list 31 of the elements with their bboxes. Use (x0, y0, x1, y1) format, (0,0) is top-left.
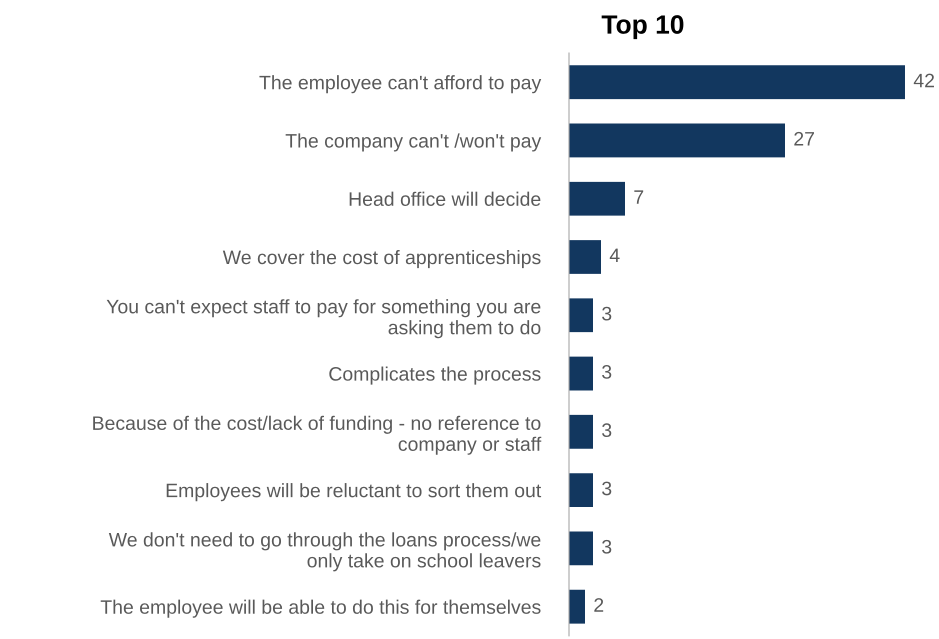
y-tick-label: You can't expect staff to pay for something you are asking them to do (106, 299, 540, 338)
y-tick-label: The employee can't afford to pay (259, 75, 542, 94)
y-tick-label: Complicates the process (329, 366, 541, 385)
data-label: 3 (602, 540, 612, 554)
y-tick-label: We don't need to go through the loans process/we only take on school leavers (108, 532, 541, 572)
y-tick-label: Employees will be reluctant to sort them out (166, 483, 542, 502)
data-label: 27 (794, 132, 814, 146)
data-label: 4 (610, 248, 620, 262)
chart-title: Top 10 (602, 15, 684, 40)
y-tick-label: We cover the cost of apprenticeships (222, 250, 541, 268)
y-tick-label: Head office will decide (350, 192, 540, 206)
data-label: 42 (914, 74, 934, 88)
bar (569, 356, 593, 390)
y-tick-label: The employee will be able to do this for themselves (100, 600, 541, 618)
bar (569, 65, 905, 100)
bar (569, 590, 585, 624)
bar (569, 473, 593, 508)
bar (569, 124, 785, 158)
bar (569, 240, 601, 274)
data-label: 3 (602, 306, 612, 320)
data-label: 3 (602, 365, 612, 379)
bar (569, 298, 593, 332)
data-label: 3 (602, 482, 612, 496)
bar (569, 531, 593, 566)
data-label: 2 (594, 598, 604, 612)
bar (569, 414, 593, 449)
data-label: 3 (602, 423, 612, 438)
data-label: 7 (634, 190, 644, 204)
y-tick-label: The company can't /won't pay (286, 133, 542, 152)
bar (569, 182, 625, 216)
y-tick-label: Because of the cost/lack of funding - no reference to company or staff (93, 416, 542, 455)
